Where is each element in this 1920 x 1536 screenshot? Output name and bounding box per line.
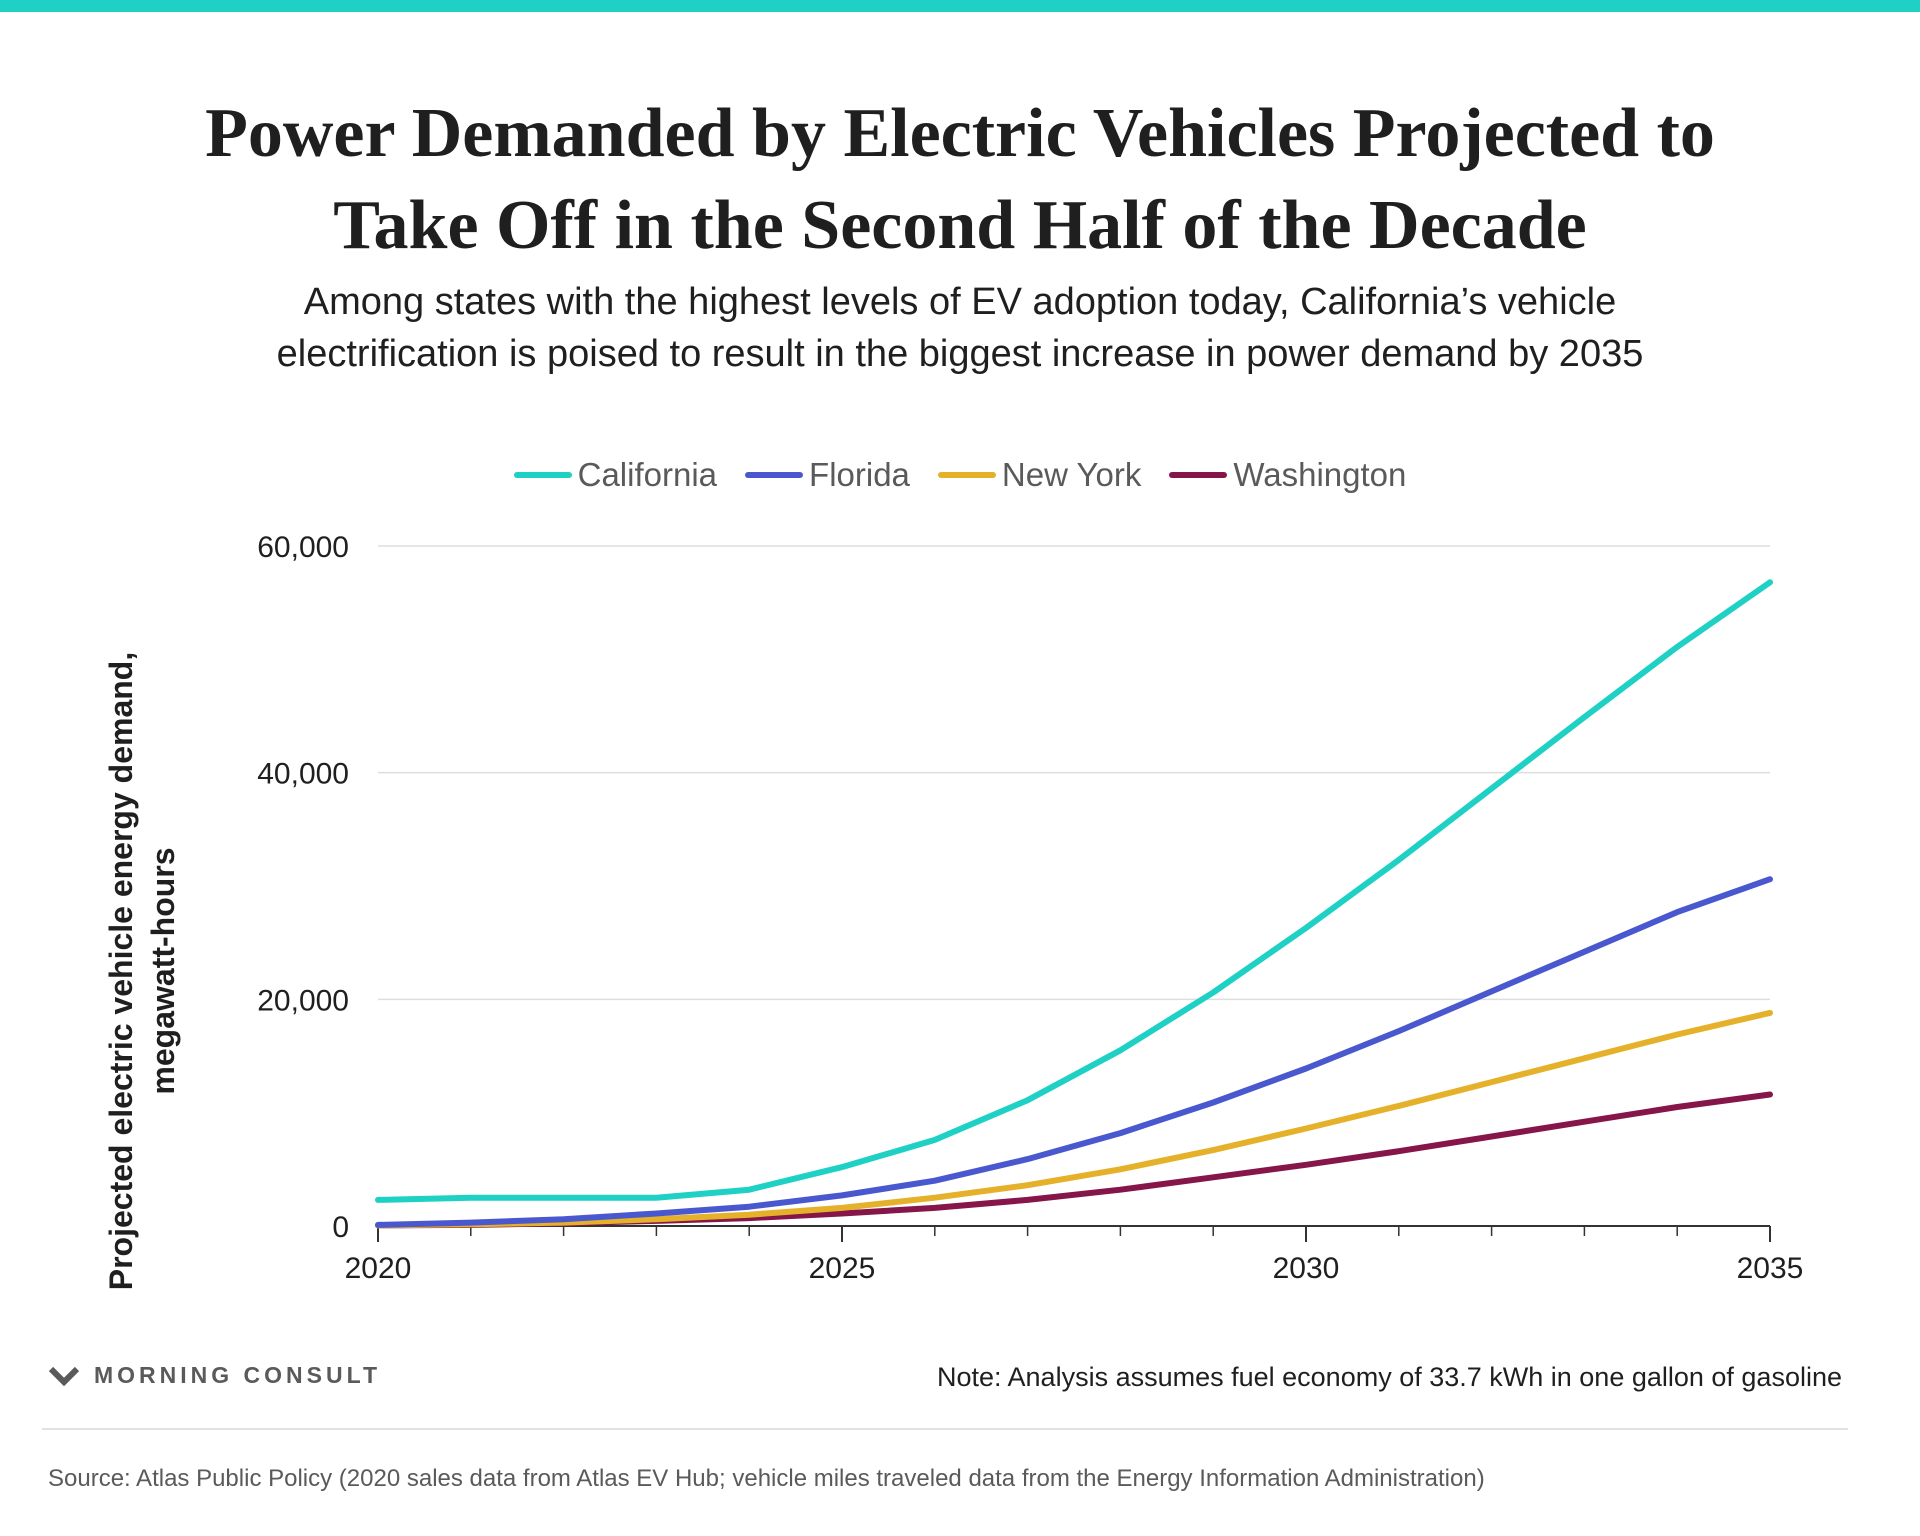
legend-item-california: California [513,456,718,494]
series-line-new-york [375,1009,1773,1229]
legend-label-florida: Florida [809,456,910,493]
brand-name: MORNING CONSULT [94,1362,382,1388]
series-line-florida [375,876,1773,1228]
chart-subtitle: Among states with the highest levels of … [0,276,1920,380]
y-tick-label: 20,000 [257,984,349,1017]
y-tick-label: 40,000 [257,758,349,791]
legend-label-washington: Washington [1233,456,1407,493]
x-tick-label: 2020 [345,1252,412,1285]
x-tick-label: 2030 [1273,1252,1340,1285]
footnote: Note: Analysis assumes fuel economy of 3… [936,1362,1842,1392]
legend-label-new-york: New York [1001,456,1142,493]
chart-subtitle-line-1: Among states with the highest levels of … [303,281,1617,323]
source-note: Source: Atlas Public Policy (2020 sales … [48,1465,1485,1492]
legend-swatch-washington [1169,472,1228,478]
legend-swatch-california [513,472,572,478]
chart-subtitle-line-2: electrification is poised to result in t… [276,333,1644,375]
x-tick-label: 2035 [1737,1252,1804,1285]
brand-logo: MORNING CONSULT [48,1362,381,1389]
legend-item-washington: Washington [1169,456,1406,494]
y-tick-label: 0 [332,1211,349,1244]
legend-item-new-york: New York [937,456,1142,494]
line-chart: 0 20,000 40,000 60,000 2020 2025 2030 2035 [257,531,1804,1285]
morning-consult-mark-icon [48,1366,80,1386]
y-tick-label: 60,000 [257,531,349,564]
x-tick-label: 2025 [809,1252,876,1285]
legend-swatch-new-york [937,472,996,478]
footer-divider [42,1428,1848,1430]
top-accent-bar [0,0,1920,12]
chart-title-line-1: Power Demanded by Electric Vehicles Proj… [205,95,1715,172]
legend-swatch-florida [745,472,804,478]
chart-title: Power Demanded by Electric Vehicles Proj… [0,88,1920,272]
chart-legend: California Florida New York Washington [0,450,1920,500]
legend-label-california: California [577,456,718,493]
series-line-california [375,579,1773,1203]
chart-title-line-2: Take Off in the Second Half of the Decad… [333,187,1587,264]
legend-item-florida: Florida [745,456,910,494]
series-line-washington [375,1091,1773,1229]
